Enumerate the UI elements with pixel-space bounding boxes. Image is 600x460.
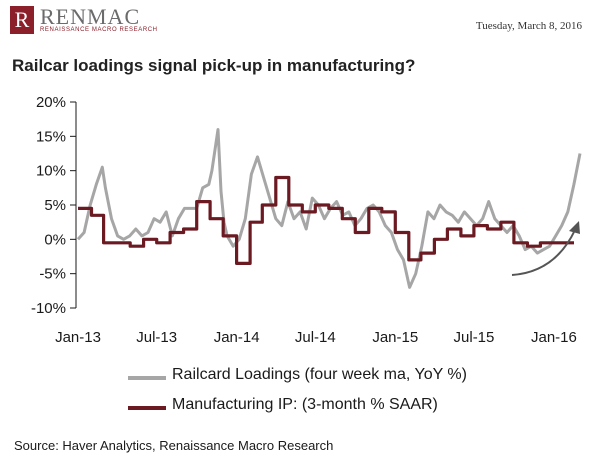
chart-series xyxy=(76,128,582,289)
series-line-railcar-loadings xyxy=(76,128,582,289)
series-line-manufacturing-ip xyxy=(78,175,574,265)
legend-label-railcar: Railcard Loadings (four week ma, YoY %) xyxy=(172,366,467,383)
y-tick-label: 10% xyxy=(36,163,66,180)
y-tick-label: -10% xyxy=(31,300,66,317)
source-note: Source: Haver Analytics, Renaissance Mac… xyxy=(14,438,334,453)
renmac-logo-name: RENMAC xyxy=(40,4,141,29)
legend-swatch-manufacturing xyxy=(128,406,166,410)
uptrend-arrowhead xyxy=(569,221,580,234)
renmac-logo-mark: R xyxy=(10,6,34,34)
chart-title: Railcar loadings signal pick-up in manuf… xyxy=(12,56,416,75)
uptrend-arrow xyxy=(511,229,576,276)
y-tick-label: 15% xyxy=(36,128,66,145)
legend-swatch-railcar xyxy=(128,376,166,380)
x-tick-label: Jul-14 xyxy=(295,329,336,346)
y-tick-label: 5% xyxy=(44,197,66,214)
y-tick-label: -5% xyxy=(39,266,66,283)
x-tick-label: Jul-15 xyxy=(454,329,495,346)
line-chart: -10%-5%0%5%10%15%20% Jan-13 Jul-13 Jan-14 J… xyxy=(31,94,582,346)
x-tick-label: Jan-14 xyxy=(214,329,260,346)
legend-label-manufacturing: Manufacturing IP: (3-month % SAAR) xyxy=(172,396,438,413)
renmac-logo-tagline: RENAISSANCE MACRO RESEARCH xyxy=(40,27,158,33)
x-tick-label: Jul-13 xyxy=(136,329,177,346)
y-tick-label: 20% xyxy=(36,94,66,111)
x-axis: Jan-13 Jul-13 Jan-14 Jul-14 Jan-15 Jul-15 Jan-… xyxy=(55,329,577,346)
report-date: Tuesday, March 8, 2016 xyxy=(475,20,582,32)
x-tick-label: Jan-15 xyxy=(372,329,418,346)
y-axis: -10% -5% 0% 5% 10% 15% 20% xyxy=(31,94,77,317)
x-tick-label: Jan-16 xyxy=(531,329,577,346)
y-tick-label: 0% xyxy=(44,231,66,248)
x-tick-label: Jan-13 xyxy=(55,329,101,346)
